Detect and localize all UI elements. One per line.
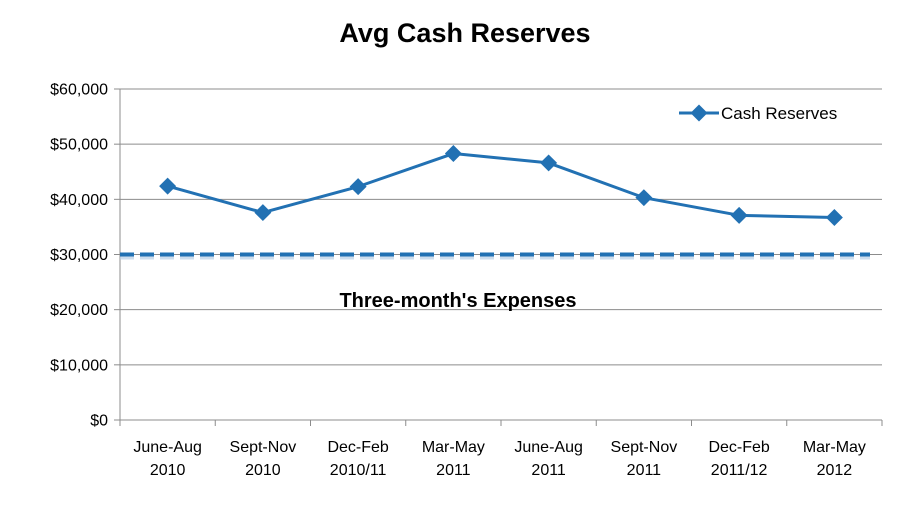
- x-tick-label-line2: 2011: [436, 462, 471, 479]
- x-tick-label-line2: 2012: [817, 462, 853, 479]
- x-tick-label-line2: 2010/11: [330, 462, 387, 479]
- x-tick-label-line1: June-Aug: [133, 439, 202, 456]
- legend: Cash Reserves: [679, 104, 837, 123]
- data-point: [540, 154, 558, 172]
- x-tick-label-line1: Dec-Feb: [708, 439, 769, 456]
- y-tick-label: $0: [90, 413, 108, 430]
- gridlines: [120, 88, 882, 366]
- x-tick-label-line2: 2011: [531, 462, 566, 479]
- y-tick-label: $10,000: [50, 357, 108, 374]
- data-point: [825, 209, 843, 227]
- legend-label: Cash Reserves: [721, 104, 837, 123]
- data-point: [730, 206, 748, 224]
- reference-line-label: Three-month's Expenses: [339, 290, 576, 312]
- x-tick-label-line1: Sept-Nov: [611, 439, 678, 456]
- data-point: [444, 145, 462, 163]
- data-point: [254, 204, 272, 222]
- x-tick-label-line2: 2011: [627, 462, 662, 479]
- legend-diamond-icon: [690, 104, 708, 122]
- data-point: [635, 189, 653, 207]
- series-line: [167, 152, 835, 220]
- y-tick-label: $20,000: [50, 302, 108, 319]
- x-tick-label-line1: Mar-May: [803, 439, 866, 456]
- x-tick-label-line1: June-Aug: [514, 439, 583, 456]
- data-point: [159, 177, 177, 195]
- y-tick-label: $30,000: [50, 247, 108, 264]
- x-tick-label-line1: Dec-Feb: [327, 439, 388, 456]
- data-point: [349, 178, 367, 196]
- reference-line-group: [120, 252, 870, 260]
- y-tick-label: $50,000: [50, 137, 108, 154]
- chart-title: Avg Cash Reserves: [339, 18, 590, 48]
- series-group: [159, 145, 843, 227]
- y-tick-label: $60,000: [50, 82, 108, 99]
- x-axis: June-Aug 2010 Sept-Nov 2010 Dec-Feb 2010/11 Ma…: [119, 89, 883, 479]
- y-axis-ticks: $0 $10,000 $20,000 $30,000 $40,000 $50,000 $60…: [50, 82, 120, 430]
- y-tick-label: $40,000: [50, 192, 108, 209]
- x-tick-label-line2: 2011/12: [711, 462, 768, 479]
- x-tick-label-line1: Mar-May: [422, 439, 485, 456]
- x-tick-label-line2: 2010: [150, 462, 186, 479]
- x-tick-label-line2: 2010: [245, 462, 281, 479]
- x-tick-label-line1: Sept-Nov: [230, 439, 297, 456]
